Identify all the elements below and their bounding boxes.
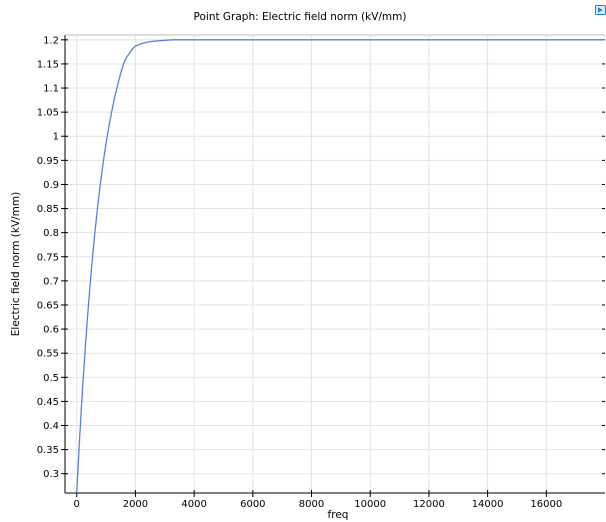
y-tick-label: 0.85 (37, 204, 59, 215)
y-tick-label: 0.5 (43, 373, 59, 384)
y-tick-label: 1.2 (43, 35, 59, 46)
y-tick-label: 0.55 (37, 349, 59, 360)
plot-area (65, 35, 605, 493)
x-tick-label: 4000 (181, 499, 206, 510)
y-tick-label: 0.35 (37, 445, 59, 456)
y-tick-label: 0.3 (43, 469, 59, 480)
y-tick-label: 0.45 (37, 397, 59, 408)
x-tick-label: 6000 (240, 499, 265, 510)
y-tick-label: 1 (53, 132, 59, 143)
x-tick-label: 10000 (354, 499, 386, 510)
y-tick-label: 1.15 (37, 59, 59, 70)
grid (65, 35, 605, 493)
x-axis-label: freq (328, 509, 349, 521)
x-tick-label: 16000 (530, 499, 562, 510)
x-tick-label: 14000 (472, 499, 504, 510)
x-tick-label: 8000 (299, 499, 324, 510)
y-tick-label: 0.6 (43, 325, 59, 336)
y-tick-label: 1.1 (43, 84, 59, 95)
y-tick-label: 0.75 (37, 252, 59, 263)
y-tick-label: 0.8 (43, 228, 59, 239)
series-line (76, 39, 605, 494)
plot-window-icon[interactable] (595, 5, 606, 15)
x-tick-label: 12000 (413, 499, 445, 510)
x-tick-label: 2000 (123, 499, 148, 510)
y-tick-label: 0.7 (43, 276, 59, 287)
x-tick-label: 0 (74, 499, 80, 510)
y-axis-label: Electric field norm (kV/mm) (10, 192, 22, 336)
y-tick-label: 0.9 (43, 180, 59, 191)
y-tick-label: 1.05 (37, 108, 59, 119)
y-tick-label: 0.65 (37, 300, 59, 311)
y-tick-label: 0.4 (43, 421, 59, 432)
chart-title: Point Graph: Electric field norm (kV/mm) (194, 11, 407, 23)
y-tick-label: 0.95 (37, 156, 59, 167)
